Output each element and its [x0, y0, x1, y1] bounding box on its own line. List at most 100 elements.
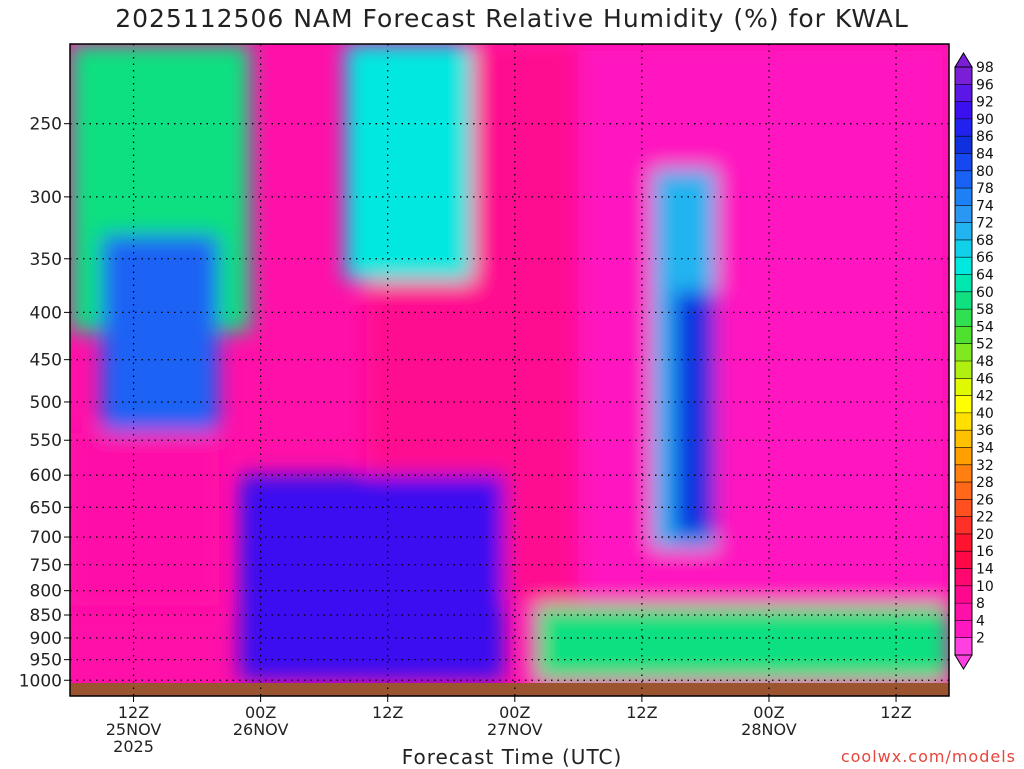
colorbar-swatch	[955, 361, 972, 379]
y-axis: 250 300 350 400 450 500 550 600 650 700 750 800 850 9…	[19, 115, 70, 691]
colorbar-label: 28	[976, 475, 994, 491]
colorbar-label: 86	[976, 129, 994, 145]
colorbar-label: 36	[976, 423, 994, 439]
colorbar-swatch	[955, 585, 972, 604]
colorbar-bottom-arrow	[954, 654, 973, 670]
colorbar-label: 84	[976, 146, 994, 162]
x-tick-label: 27NOV	[487, 720, 543, 739]
x-tick-label: 12Z	[880, 703, 911, 722]
colorbar-label: 42	[976, 389, 994, 405]
colorbar-label: 60	[976, 285, 994, 301]
colorbar-swatch	[955, 153, 972, 172]
y-tick-label: 1000	[19, 671, 62, 691]
x-tick-label: 2025	[113, 737, 154, 756]
colorbar-swatch	[955, 378, 972, 397]
colorbar-swatch	[955, 568, 972, 587]
colorbar-label: 54	[976, 319, 994, 335]
y-tick-label: 400	[30, 303, 62, 323]
colorbar-swatch	[955, 447, 972, 466]
plot-frame	[69, 43, 950, 697]
y-tick-label: 800	[30, 582, 62, 602]
ground-strip	[70, 683, 949, 696]
colorbar-swatch	[955, 239, 972, 258]
humidity-region-moist-upper-center	[345, 44, 473, 282]
y-tick-label: 350	[30, 250, 62, 270]
chart-title: 2025112506 NAM Forecast Relative Humidit…	[115, 4, 909, 33]
colorbar-label: 46	[976, 371, 994, 387]
colorbar-swatch	[955, 637, 972, 656]
colorbar-swatch	[955, 257, 972, 276]
colorbar-swatch	[955, 499, 972, 518]
colorbar-label: 78	[976, 181, 994, 197]
y-tick-label: 300	[30, 188, 62, 208]
humidity-region-dry-upper-east	[525, 44, 949, 696]
x-tick-label: 25NOV	[106, 720, 162, 739]
colorbar-label: 64	[976, 268, 994, 284]
colorbar-swatch	[955, 84, 972, 103]
colorbar-swatch	[955, 395, 972, 414]
colorbar-swatch	[955, 326, 972, 345]
colorbar-swatch	[955, 136, 972, 154]
colorbar-swatch	[955, 291, 972, 310]
colorbar-swatch	[955, 188, 972, 206]
x-tick-label: 28NOV	[741, 720, 797, 739]
y-tick-label: 600	[30, 466, 62, 486]
x-tick-label: 26NOV	[233, 720, 289, 739]
colorbar-swatch	[955, 205, 972, 224]
colorbar-swatch	[955, 309, 972, 327]
y-tick-label: 250	[30, 115, 62, 135]
colorbar-label: 72	[976, 216, 994, 232]
y-tick-label: 950	[30, 651, 62, 671]
colorbar-top-arrow	[954, 52, 973, 68]
colorbar-label: 68	[976, 233, 994, 249]
colorbar-swatch	[955, 533, 972, 552]
humidity-region-moist-core-east	[673, 291, 717, 538]
x-tick-label: 00Z	[499, 703, 530, 722]
colorbar-swatch	[955, 170, 972, 189]
colorbar-label: 58	[976, 302, 994, 318]
colorbar-label: 66	[976, 250, 994, 266]
colorbar-swatch	[955, 343, 972, 362]
colorbar-swatch	[955, 620, 972, 639]
y-tick-label: 550	[30, 431, 62, 451]
colorbar-swatch	[955, 482, 972, 500]
colorbar-swatch	[955, 603, 972, 621]
colorbar-label: 26	[976, 492, 994, 508]
x-tick-label: 00Z	[753, 703, 784, 722]
gridlines	[70, 44, 949, 696]
colorbar-swatch	[955, 274, 972, 293]
colorbar-label: 32	[976, 458, 994, 474]
humidity-field	[70, 44, 949, 696]
colorbar-label: 20	[976, 527, 994, 543]
colorbar-swatch	[955, 551, 972, 570]
colorbar-swatch	[955, 516, 972, 535]
y-tick-label: 450	[30, 351, 62, 371]
colorbar-label: 80	[976, 164, 994, 180]
y-tick-label: 850	[30, 606, 62, 626]
colorbar-label: 16	[976, 544, 994, 560]
x-tick-label: 12Z	[626, 703, 657, 722]
colorbar-swatch	[955, 412, 972, 431]
colorbar-label: 8	[976, 596, 985, 612]
humidity-region-dry-low-west	[70, 432, 219, 606]
credit-label: coolwx.com/models	[840, 747, 1016, 766]
colorbar: 9896929086848078747268666460585452484642…	[954, 52, 994, 670]
colorbar-swatch	[955, 430, 972, 448]
colorbar-label: 10	[976, 579, 994, 595]
x-axis-label: Forecast Time (UTC)	[401, 745, 623, 769]
humidity-region-moist-boundary-layer-east	[535, 605, 949, 681]
y-tick-label: 750	[30, 556, 62, 576]
colorbar-swatch	[955, 101, 972, 120]
colorbar-swatch	[955, 118, 972, 137]
colorbar-label: 52	[976, 337, 994, 353]
colorbar-label: 48	[976, 354, 994, 370]
colorbar-label: 96	[976, 77, 994, 93]
y-tick-label: 700	[30, 528, 62, 548]
y-tick-label: 500	[30, 393, 62, 413]
colorbar-label: 4	[976, 613, 985, 629]
colorbar-swatch	[955, 67, 972, 85]
y-tick-label: 650	[30, 498, 62, 518]
humidity-region-moist-column-west	[101, 235, 219, 433]
